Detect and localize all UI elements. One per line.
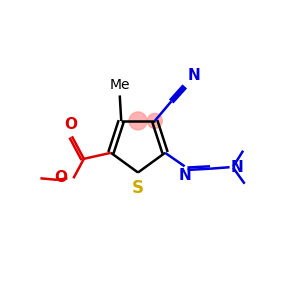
- Text: N: N: [178, 168, 191, 183]
- Text: S: S: [132, 179, 144, 197]
- Text: O: O: [54, 170, 67, 185]
- Text: N: N: [188, 68, 200, 83]
- Text: N: N: [231, 160, 244, 175]
- Text: Me: Me: [110, 78, 130, 92]
- Circle shape: [129, 112, 147, 130]
- Text: O: O: [64, 117, 77, 132]
- Circle shape: [147, 113, 162, 128]
